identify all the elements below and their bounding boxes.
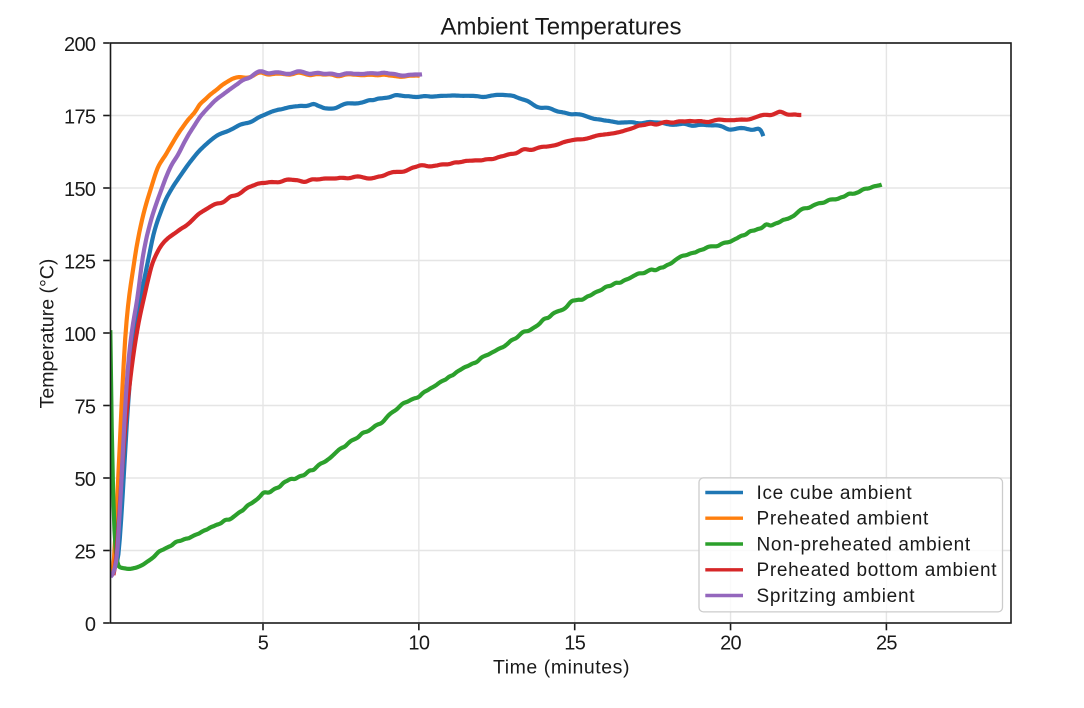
svg-text:Temperature (°C): Temperature (°C) xyxy=(37,259,59,409)
svg-text:25: 25 xyxy=(876,633,897,655)
svg-text:Spritzing ambient: Spritzing ambient xyxy=(757,586,916,607)
svg-text:150: 150 xyxy=(64,179,96,201)
svg-text:175: 175 xyxy=(64,107,96,129)
svg-text:Ice cube ambient: Ice cube ambient xyxy=(757,483,913,504)
svg-text:125: 125 xyxy=(64,252,96,274)
svg-text:100: 100 xyxy=(64,324,96,346)
svg-text:200: 200 xyxy=(64,34,96,56)
svg-text:25: 25 xyxy=(74,542,95,564)
svg-text:15: 15 xyxy=(564,633,585,655)
svg-text:75: 75 xyxy=(74,397,95,419)
svg-text:10: 10 xyxy=(408,633,429,655)
svg-text:Time (minutes): Time (minutes) xyxy=(493,657,630,679)
svg-text:20: 20 xyxy=(720,633,741,655)
svg-text:Preheated ambient: Preheated ambient xyxy=(757,509,929,530)
svg-text:5: 5 xyxy=(258,633,269,655)
svg-text:0: 0 xyxy=(85,614,96,636)
svg-text:Ambient Temperatures: Ambient Temperatures xyxy=(440,13,681,40)
svg-text:Non-preheated ambient: Non-preheated ambient xyxy=(757,534,971,555)
svg-text:50: 50 xyxy=(74,469,95,491)
svg-text:Preheated bottom ambient: Preheated bottom ambient xyxy=(757,560,998,581)
